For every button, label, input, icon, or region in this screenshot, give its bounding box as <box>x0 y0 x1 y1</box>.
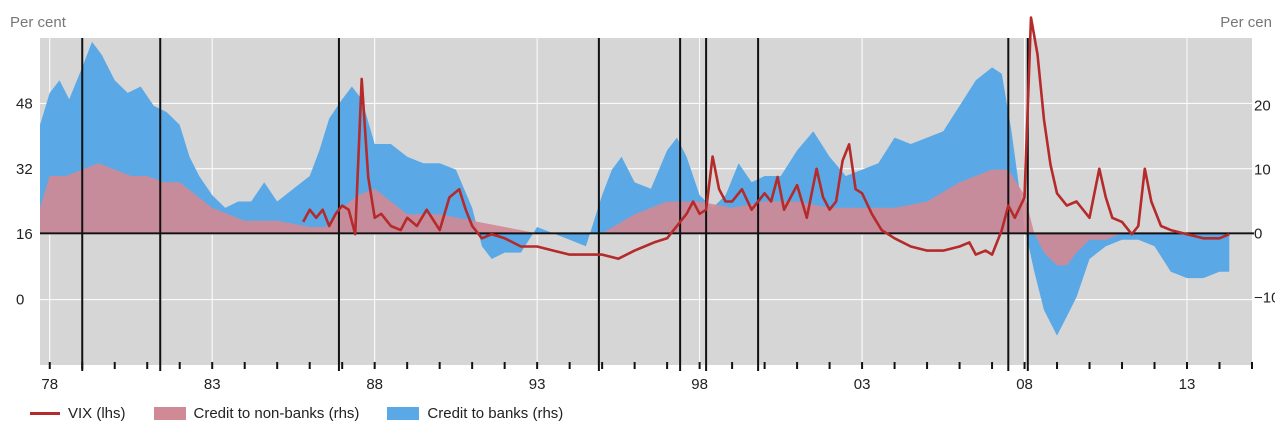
tick-labels: 78 83 88 93 98 03 08 13 0 16 32 48 −10 0 10 20 <box>16 95 1275 393</box>
y-left-tick-label: 32 <box>16 161 33 178</box>
legend-swatch-non-banks <box>153 406 186 420</box>
x-axis-ticks <box>48 362 1253 371</box>
y-left-tick-label: 48 <box>16 95 33 112</box>
area-series <box>40 41 1230 336</box>
legend-item-vix: VIX (lhs) <box>30 405 126 422</box>
x-tick-label: 13 <box>1179 376 1196 393</box>
right-axis-unit: Per cen <box>1220 14 1272 31</box>
legend: VIX (lhs) Credit to non-banks (rhs) Cred… <box>30 402 591 424</box>
vix-line-layer <box>302 16 1230 260</box>
event-lines <box>81 38 1029 365</box>
legend-label-banks: Credit to banks (rhs) <box>427 404 564 422</box>
legend-label-non-banks: Credit to non-banks (rhs) <box>193 404 360 422</box>
y-left-tick-label: 0 <box>16 292 24 309</box>
x-tick-label: 08 <box>1016 376 1033 393</box>
y-right-tick-label: −10 <box>1254 289 1275 306</box>
y-right-tick-label: 0 <box>1254 225 1262 242</box>
left-axis-unit: Per cent <box>10 14 67 31</box>
legend-item-banks: Credit to banks (rhs) <box>387 405 563 422</box>
x-tick-label: 83 <box>204 376 221 393</box>
vix-line <box>302 16 1230 260</box>
x-tick-label: 88 <box>366 376 383 393</box>
y-right-tick-label: 10 <box>1254 162 1271 179</box>
x-tick-label: 03 <box>854 376 871 393</box>
credit-to-non-banks-area <box>40 163 1230 266</box>
y-right-tick-label: 20 <box>1254 98 1271 115</box>
legend-swatch-banks <box>387 406 420 420</box>
x-tick-label: 78 <box>41 376 58 393</box>
credit-to-banks-area <box>40 41 1230 336</box>
legend-item-non-banks: Credit to non-banks (rhs) <box>153 404 360 422</box>
x-tick-label: 98 <box>691 376 708 393</box>
x-tick-label: 93 <box>529 376 546 393</box>
legend-label-vix: VIX (lhs) <box>68 404 126 422</box>
y-left-tick-label: 16 <box>16 226 33 243</box>
legend-swatch-vix <box>30 411 60 415</box>
